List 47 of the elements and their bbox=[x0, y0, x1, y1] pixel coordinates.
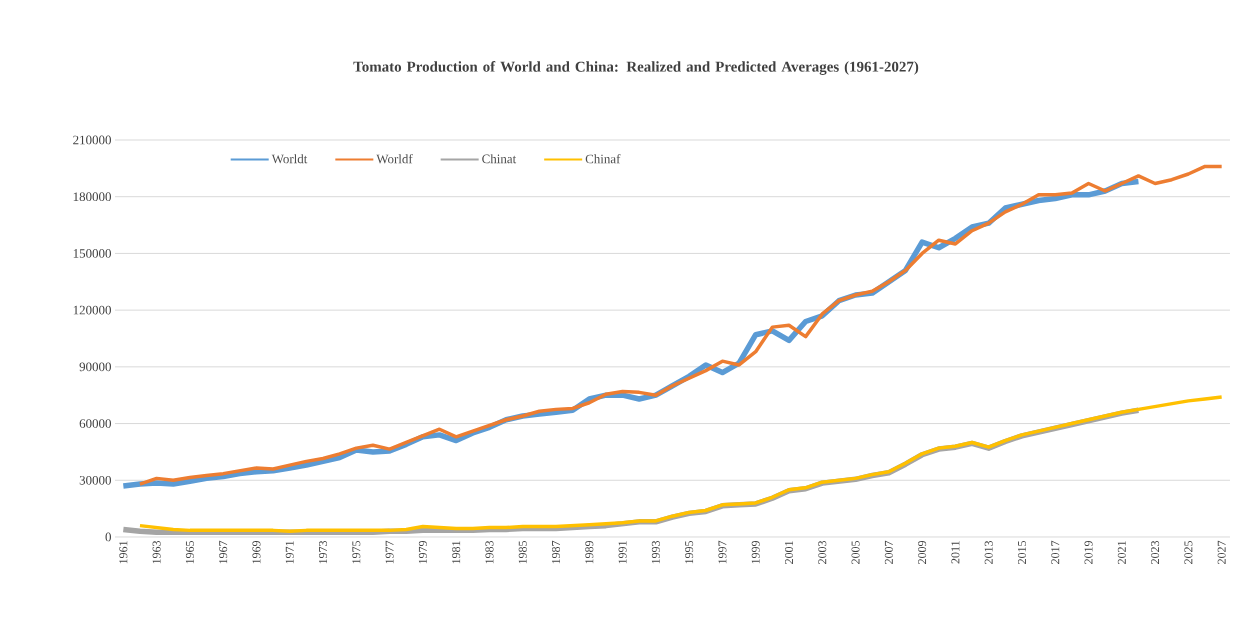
legend-label: Worldf bbox=[376, 154, 413, 164]
x-tick-label: 1997 bbox=[718, 540, 727, 564]
x-tick-label: 2013 bbox=[984, 540, 993, 564]
x-tick-label: 2005 bbox=[851, 540, 860, 564]
x-tick-label: 2019 bbox=[1084, 541, 1093, 564]
x-tick-label: 1993 bbox=[651, 540, 660, 564]
x-tick-label: 1971 bbox=[285, 541, 294, 564]
x-tick-label: 2017 bbox=[1051, 540, 1060, 564]
x-tick-label: 1979 bbox=[418, 541, 427, 564]
x-tick-label: 1975 bbox=[352, 540, 361, 564]
x-tick-label: 2003 bbox=[818, 540, 827, 564]
x-tick-label: 2007 bbox=[884, 540, 893, 564]
x-tick-label: 1977 bbox=[385, 540, 394, 564]
x-tick-label: 2025 bbox=[1184, 540, 1193, 564]
x-tick-label: 1991 bbox=[618, 541, 627, 564]
x-tick-label: 1965 bbox=[185, 540, 194, 564]
y-tick-label: 120000 bbox=[73, 305, 111, 315]
x-tick-label: 2027 bbox=[1217, 540, 1226, 564]
x-tick-label: 1985 bbox=[518, 540, 527, 564]
x-tick-label: 1961 bbox=[119, 541, 128, 564]
chart-title: Tomato Production of World and China: Realized and Predicted Averages (1961-2027) bbox=[353, 61, 919, 75]
x-tick-label: 1973 bbox=[319, 540, 328, 564]
x-tick-label: 1987 bbox=[551, 540, 561, 564]
x-tick-label: 2011 bbox=[951, 541, 960, 564]
x-tick-label: 1967 bbox=[219, 540, 228, 564]
x-tick-label: 1989 bbox=[585, 541, 594, 564]
legend-label: Chinaf bbox=[585, 154, 621, 164]
x-tick-label: 2015 bbox=[1017, 540, 1026, 564]
x-tick-label: 1969 bbox=[252, 541, 261, 564]
legend-label: Chinat bbox=[482, 154, 517, 164]
x-tick-label: 2001 bbox=[784, 541, 794, 564]
x-tick-label: 1983 bbox=[485, 540, 494, 564]
legend-label: Worldt bbox=[271, 154, 308, 164]
x-tick-label: 1981 bbox=[452, 541, 461, 564]
y-tick-label: 90000 bbox=[79, 362, 111, 372]
x-tick-label: 2023 bbox=[1151, 540, 1160, 564]
y-tick-label: 0 bbox=[105, 532, 111, 542]
x-tick-label: 1999 bbox=[751, 541, 760, 564]
y-tick-label: 150000 bbox=[73, 249, 111, 258]
y-tick-label: 210000 bbox=[73, 135, 111, 145]
x-tick-label: 1995 bbox=[685, 540, 694, 564]
x-tick-label: 1963 bbox=[152, 540, 161, 564]
x-tick-label: 2021 bbox=[1117, 541, 1126, 564]
y-tick-label: 60000 bbox=[79, 419, 111, 428]
y-tick-label: 30000 bbox=[79, 475, 111, 485]
y-tick-label: 180000 bbox=[73, 192, 111, 202]
x-tick-label: 2009 bbox=[918, 541, 927, 564]
